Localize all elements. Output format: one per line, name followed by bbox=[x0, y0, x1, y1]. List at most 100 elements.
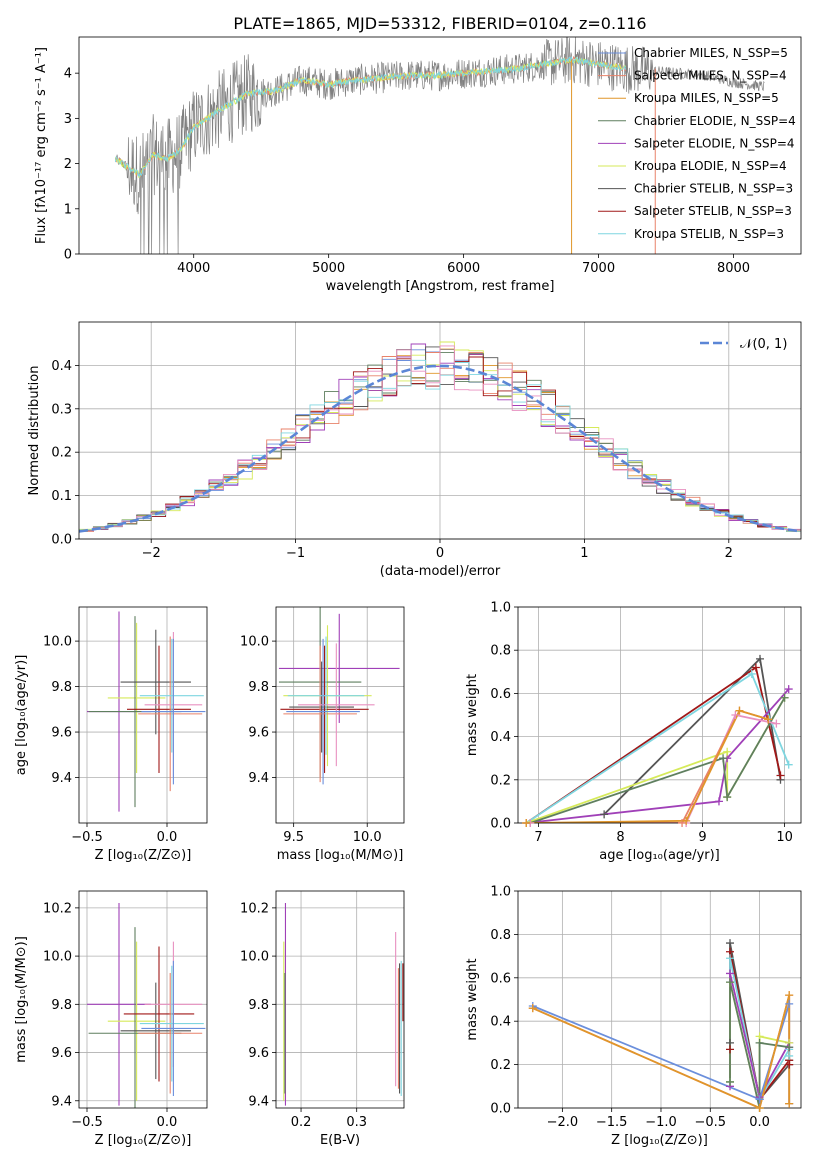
series-line-salpeter_elodie bbox=[526, 688, 790, 823]
x-tick-label: 0.3 bbox=[346, 1115, 367, 1130]
y-tick-label: 9.6 bbox=[51, 1046, 72, 1061]
series-marker bbox=[755, 1038, 764, 1047]
x-tick-label: 4000 bbox=[177, 261, 210, 276]
y-tick-label: 9.4 bbox=[248, 1094, 269, 1109]
y-tick-label: 0.8 bbox=[490, 644, 511, 659]
plot-area bbox=[87, 611, 206, 812]
series-marker bbox=[755, 1104, 764, 1112]
panel-massweight_vs_Z: −2.0 −1.5 −1.0 −0.5 0.0 0.0 0.2 0.4 0.6 0.8 1.0 Z [… bbox=[465, 885, 802, 1148]
panel-residuals: −2 −1 0 1 2 0.0 0.1 0.2 0.3 0.4 (data-model)/error… bbox=[27, 321, 802, 579]
y-axis-label: mass [log₁₀(M/M⊙)] bbox=[14, 936, 29, 1063]
x-tick-label: 0.0 bbox=[749, 1115, 770, 1130]
legend-entry: Chabrier MILES, N_SSP=5 bbox=[634, 46, 788, 60]
x-tick-label: 9 bbox=[698, 830, 706, 845]
series-line-pink bbox=[530, 713, 777, 823]
x-tick-label: 2 bbox=[725, 546, 733, 561]
y-tick-label: 10.0 bbox=[240, 950, 269, 965]
y-tick-label: 9.8 bbox=[51, 680, 72, 695]
series-marker bbox=[785, 991, 794, 1000]
x-tick-label: 7 bbox=[534, 830, 542, 845]
series-marker bbox=[731, 711, 740, 719]
x-tick-label: 0.2 bbox=[291, 1115, 312, 1130]
grid-lines bbox=[518, 890, 801, 1109]
x-tick-label: 9.5 bbox=[283, 830, 304, 845]
series-marker bbox=[755, 654, 764, 663]
y-tick-label: 1.0 bbox=[490, 885, 511, 900]
y-tick-label: 0.4 bbox=[490, 730, 511, 745]
legend-entry: Kroupa STELIB, N_SSP=3 bbox=[634, 227, 784, 241]
series-marker bbox=[764, 715, 773, 724]
errorbar-point bbox=[287, 636, 365, 755]
y-tick-label: 0.2 bbox=[51, 446, 72, 461]
series-marker bbox=[772, 719, 781, 728]
series-marker bbox=[726, 1045, 735, 1054]
y-tick-label: 2 bbox=[64, 157, 72, 172]
x-axis-label: mass [log₁₀(M/M⊙)] bbox=[277, 848, 404, 863]
plot-area bbox=[283, 903, 404, 1106]
x-tick-label: 6000 bbox=[447, 261, 480, 276]
x-tick-label: 7000 bbox=[582, 261, 615, 276]
panel-mass_vs_Z: −0.5 0.0 9.4 9.6 9.8 10.0 10.2 Z [log₁₀(Z/Z⊙)] m… bbox=[14, 890, 208, 1148]
legend-entry: Salpeter MILES, N_SSP=4 bbox=[634, 69, 787, 83]
y-tick-label: 9.4 bbox=[248, 771, 269, 786]
series-marker bbox=[726, 969, 735, 978]
x-tick-label: 10.0 bbox=[353, 830, 382, 845]
errorbar-point bbox=[138, 972, 203, 1094]
series-marker bbox=[600, 810, 609, 819]
y-tick-label: 0.0 bbox=[490, 817, 511, 832]
axes-frame bbox=[78, 36, 802, 255]
y-axis-label: mass weight bbox=[465, 958, 480, 1040]
y-tick-label: 1.0 bbox=[490, 601, 511, 616]
axes-frame bbox=[78, 321, 802, 540]
series-marker bbox=[682, 816, 691, 825]
y-tick-label: 0.6 bbox=[490, 971, 511, 986]
series-marker bbox=[723, 747, 732, 756]
plot-area bbox=[525, 656, 790, 823]
y-tick-label: 0.2 bbox=[490, 1058, 511, 1073]
x-axis-label: (data-model)/error bbox=[380, 564, 501, 579]
y-tick-label: 0.4 bbox=[51, 359, 72, 374]
series-marker bbox=[719, 754, 728, 763]
y-tick-label: 9.8 bbox=[51, 998, 72, 1013]
x-axis-label: wavelength [Angstrom, rest frame] bbox=[326, 279, 555, 294]
y-tick-label: 0.8 bbox=[490, 928, 511, 943]
x-tick-label: 0.0 bbox=[157, 830, 178, 845]
series-marker bbox=[723, 793, 732, 802]
series-marker bbox=[726, 978, 735, 987]
y-tick-label: 9.4 bbox=[51, 1094, 72, 1109]
errorbar-point bbox=[286, 638, 360, 785]
series-marker bbox=[678, 819, 687, 827]
x-tick-label: −0.5 bbox=[71, 1115, 103, 1130]
errorbar-point bbox=[120, 982, 191, 1080]
y-tick-label: 1 bbox=[64, 202, 72, 217]
x-tick-label: −0.5 bbox=[694, 1115, 726, 1130]
series-marker bbox=[528, 1004, 537, 1013]
y-tick-label: 10.2 bbox=[240, 901, 269, 916]
grid-lines bbox=[79, 607, 207, 823]
series-marker bbox=[747, 669, 756, 678]
errorbar-point bbox=[141, 638, 206, 785]
plot-area bbox=[114, 37, 765, 254]
series-marker bbox=[726, 939, 735, 948]
errorbar-point bbox=[139, 965, 204, 1082]
panel-massweight_vs_age: 7 8 9 10 0.0 0.2 0.4 0.6 0.8 1.0 age [log₁₀(age/yr… bbox=[465, 601, 802, 863]
y-axis-label: mass weight bbox=[465, 674, 480, 756]
y-tick-label: 9.6 bbox=[248, 1046, 269, 1061]
plot-area bbox=[79, 341, 801, 534]
y-axis-label: Flux [fλ10⁻¹⁷ erg cm⁻² s⁻¹ A⁻¹] bbox=[34, 47, 49, 244]
x-axis-label: E(B-V) bbox=[320, 1133, 360, 1148]
y-tick-label: 0.4 bbox=[490, 1015, 511, 1030]
legend-entry: Salpeter STELIB, N_SSP=3 bbox=[634, 204, 792, 218]
histogram-step-pink bbox=[79, 345, 801, 534]
normal-curve-line bbox=[79, 364, 801, 533]
y-axis-label: age [log₁₀(age/yr)] bbox=[14, 655, 29, 776]
y-tick-label: 0.2 bbox=[490, 773, 511, 788]
legend: Chabrier MILES, N_SSP=5 Salpeter MILES, N… bbox=[598, 46, 796, 241]
axes-frame bbox=[78, 890, 208, 1109]
errorbar-point bbox=[280, 645, 369, 773]
legend-entry: 𝒩(0, 1) bbox=[740, 337, 787, 352]
panel-mass_vs_EBV: 0.2 0.3 9.4 9.6 9.8 10.0 10.2 E(B-V) bbox=[240, 890, 405, 1148]
series-line-chabrier_elodie bbox=[729, 981, 790, 1108]
x-tick-label: 0.0 bbox=[157, 1115, 178, 1130]
